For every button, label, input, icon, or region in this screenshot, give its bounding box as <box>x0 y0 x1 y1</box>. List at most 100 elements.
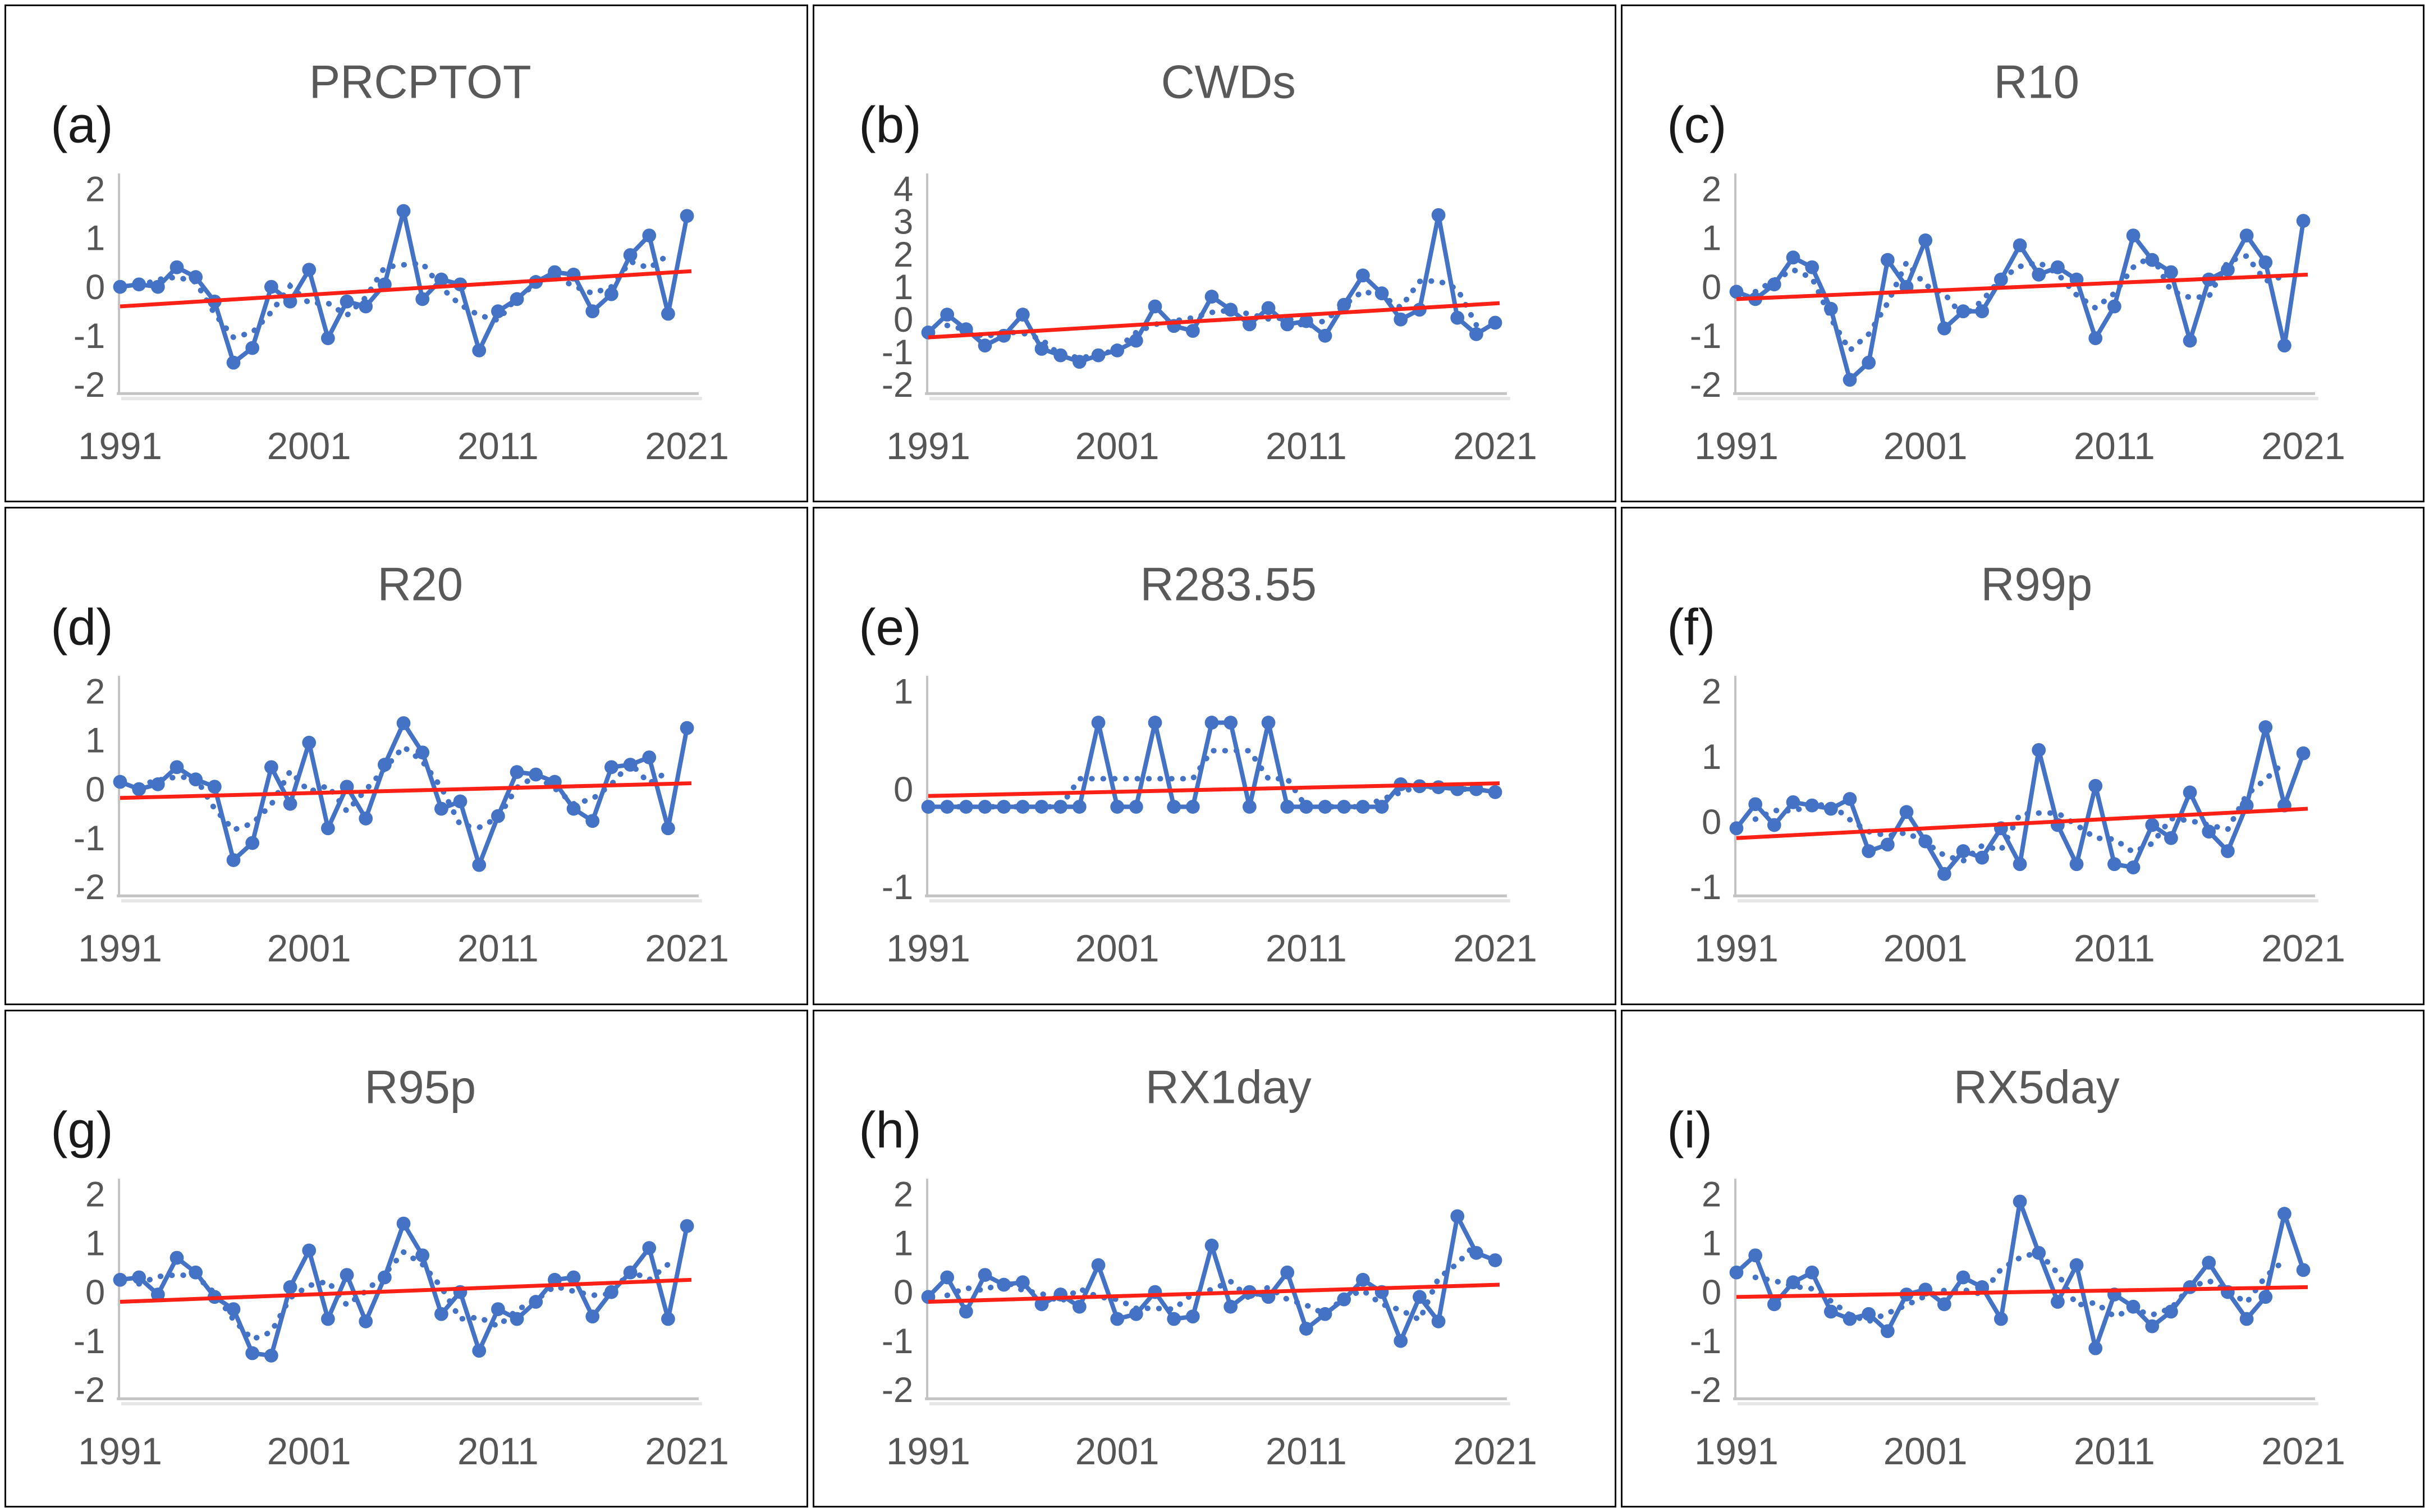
data-point-marker <box>585 304 600 319</box>
data-point-marker <box>169 760 184 775</box>
data-point-marker <box>2126 228 2141 242</box>
data-point-marker <box>2051 260 2065 274</box>
data-point-marker <box>264 280 278 294</box>
trend-line <box>1736 807 2308 841</box>
data-point-marker <box>1053 800 1068 814</box>
data-point-marker <box>1129 333 1143 348</box>
data-point-marker <box>1862 1307 1876 1321</box>
data-point-marker <box>1223 1299 1238 1314</box>
data-point-marker <box>396 1216 411 1231</box>
data-point-marker <box>1204 1238 1219 1253</box>
data-point-marker <box>2277 1206 2291 1221</box>
data-point-marker <box>169 260 184 274</box>
data-point-marker <box>959 1304 973 1319</box>
data-point-marker <box>1918 835 1933 849</box>
y-tick-label: -1 <box>1690 1322 1721 1361</box>
x-tick-label: 2001 <box>1883 928 1968 970</box>
data-point-marker <box>2239 799 2254 813</box>
y-tick-label: -1 <box>1690 317 1721 356</box>
data-point-marker <box>921 800 936 814</box>
y-tick-label: 2 <box>85 672 105 712</box>
data-point-marker <box>1318 1307 1332 1321</box>
data-point-marker <box>1729 1265 1744 1280</box>
data-point-marker <box>1337 800 1351 814</box>
data-point-marker <box>623 758 638 772</box>
data-point-marker <box>1280 800 1295 814</box>
data-point-marker <box>1374 800 1389 814</box>
data-point-marker <box>359 1314 373 1328</box>
data-point-marker <box>604 287 618 301</box>
y-tick-label: -1 <box>74 819 105 858</box>
data-point-marker <box>2183 785 2197 800</box>
data-point-marker <box>1091 348 1106 363</box>
y-tick-label: 1 <box>85 1224 105 1263</box>
data-point-marker <box>320 331 335 345</box>
data-point-marker <box>226 355 241 370</box>
data-point-marker <box>1072 800 1087 814</box>
x-tick-label: 2011 <box>2074 1431 2155 1473</box>
data-point-marker <box>2069 857 2084 872</box>
data-point-marker <box>1748 1248 1763 1262</box>
y-tick-label: 0 <box>85 770 105 809</box>
y-tick-label: 1 <box>85 219 105 258</box>
data-point-marker <box>283 1280 297 1294</box>
data-point-marker <box>1937 321 1951 336</box>
y-tick-label: 1 <box>893 268 913 307</box>
x-tick-label: 2021 <box>2261 928 2345 970</box>
data-point-marker <box>113 1272 127 1287</box>
smoothed-dotted-line <box>1752 252 2288 355</box>
data-point-marker <box>491 1302 505 1316</box>
data-point-marker <box>1786 250 1800 265</box>
data-point-marker <box>245 836 260 850</box>
data-point-marker <box>1374 286 1389 301</box>
data-point-marker <box>1488 315 1502 330</box>
data-point-marker <box>997 1277 1011 1292</box>
data-point-marker <box>434 1307 448 1321</box>
data-point-marker <box>472 1343 487 1358</box>
data-point-marker <box>680 209 694 223</box>
data-point-marker <box>340 294 354 309</box>
y-tick-label: 2 <box>1702 170 1721 209</box>
x-tick-label: 2011 <box>457 1431 539 1473</box>
data-point-marker <box>1091 1258 1106 1272</box>
data-point-marker <box>585 1309 600 1323</box>
data-point-marker <box>302 736 317 750</box>
data-point-marker <box>150 280 165 294</box>
x-tick-label: 2011 <box>1266 928 1347 970</box>
data-point-marker <box>1072 355 1087 369</box>
x-tick-label: 2011 <box>2074 425 2155 468</box>
data-point-marker <box>2126 1299 2141 1314</box>
data-point-marker <box>1823 801 1838 816</box>
data-point-marker <box>1937 1297 1951 1311</box>
data-point-marker <box>434 801 448 816</box>
data-point-marker <box>978 338 992 353</box>
data-point-marker <box>226 853 241 868</box>
data-point-marker <box>2258 720 2273 735</box>
data-point-marker <box>1880 253 1895 267</box>
data-point-marker <box>1204 290 1219 304</box>
x-tick-label: 1991 <box>1694 425 1779 468</box>
data-point-marker <box>2088 331 2103 345</box>
panel-letter: (c) <box>1667 97 1726 154</box>
trend-line <box>120 269 692 309</box>
y-tick-label: -2 <box>882 365 913 405</box>
data-point-marker <box>415 1248 430 1262</box>
data-point-marker <box>2221 263 2235 277</box>
data-point-marker <box>320 821 335 836</box>
y-tick-label: 1 <box>893 672 913 712</box>
x-tick-label: 2001 <box>1075 928 1159 970</box>
data-point-marker <box>2164 831 2178 845</box>
chart-r10: (c) R10 2 1 0 -1 -2 1991 2001 2011 2021 <box>1667 56 2345 468</box>
data-point-marker <box>1356 800 1370 814</box>
panel-e: (e) R283.55 1 0 -1 1991 2001 2011 2021 <box>813 507 1616 1005</box>
data-point-marker <box>548 265 562 280</box>
y-tick-label: 0 <box>893 300 913 340</box>
panel-letter: (d) <box>51 599 113 656</box>
y-tick-label: 2 <box>1702 672 1721 712</box>
x-tick-label: 2021 <box>2261 425 2345 468</box>
x-tick-label: 2001 <box>1883 425 1968 468</box>
chart-title: R99p <box>1981 558 2092 611</box>
panel-f: (f) R99p 2 1 0 -1 1991 2001 2011 2021 <box>1621 507 2425 1005</box>
data-point-marker <box>1729 285 1744 299</box>
